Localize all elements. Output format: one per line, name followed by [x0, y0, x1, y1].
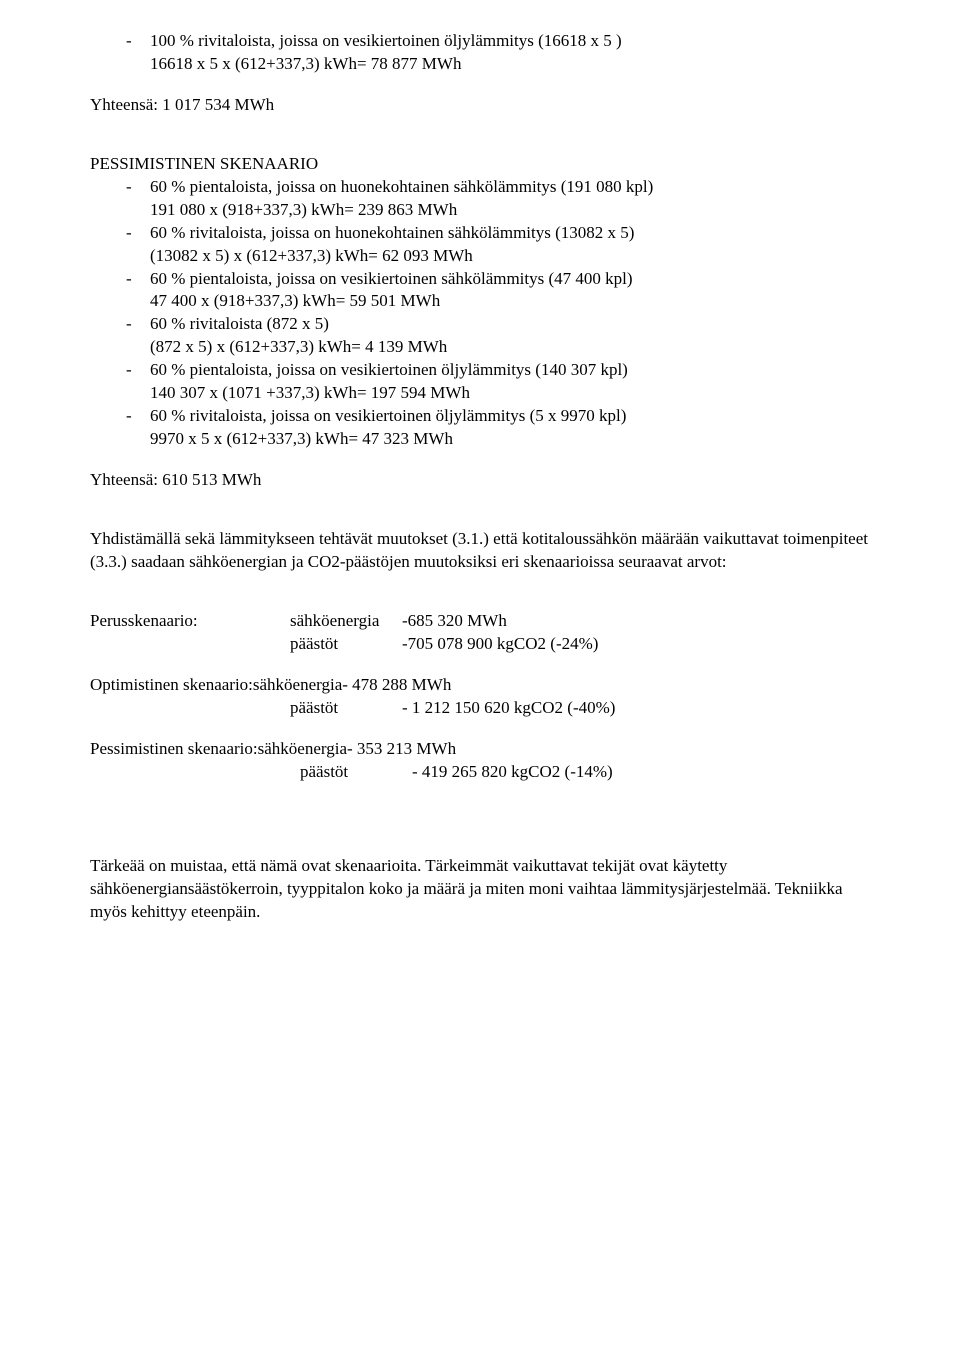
text: 140 307 x (1071 +337,3) kWh= 197 594 MWh: [150, 383, 470, 402]
text: 60 % rivitaloista, joissa on huonekohtai…: [150, 223, 634, 242]
pess-item4: 60 % rivitaloista (872 x 5) (872 x 5) x …: [126, 313, 870, 359]
text: 100 % rivitaloista, joissa on vesikierto…: [150, 31, 622, 50]
text: 60 % rivitaloista, joissa on vesikiertoi…: [150, 406, 626, 425]
text: 16618 x 5 x (612+337,3) kWh= 78 877 MWh: [150, 54, 461, 73]
text: sähköenergia: [253, 674, 342, 697]
text: sähköenergia: [258, 738, 347, 761]
pess-item6: 60 % rivitaloista, joissa on vesikiertoi…: [126, 405, 870, 451]
text: 47 400 x (918+337,3) kWh= 59 501 MWh: [150, 291, 440, 310]
pess-item2: 60 % rivitaloista, joissa on huonekohtai…: [126, 222, 870, 268]
summary-paragraph: Yhdistämällä sekä lämmitykseen tehtävät …: [90, 528, 870, 574]
text: päästöt: [300, 761, 412, 784]
pess-list: 60 % pientaloista, joissa on huonekohtai…: [90, 176, 870, 451]
scen-opt: Optimistinen skenaario: sähköenergia - 4…: [90, 674, 870, 720]
scen-opt-label: Optimistinen skenaario:: [90, 674, 253, 697]
text: 60 % pientaloista, joissa on huonekohtai…: [150, 177, 653, 196]
text: -685 320 MWh: [402, 610, 507, 633]
text: - 478 288 MWh: [342, 674, 451, 697]
pess-item5: 60 % pientaloista, joissa on vesikiertoi…: [126, 359, 870, 405]
text: -705 078 900 kgCO2 (-24%): [402, 633, 598, 656]
top-sum: Yhteensä: 1 017 534 MWh: [90, 94, 870, 117]
scen-perus: Perusskenaario: sähköenergia -685 320 MW…: [90, 610, 870, 656]
text: päästöt: [290, 633, 402, 656]
top-list: 100 % rivitaloista, joissa on vesikierto…: [90, 30, 870, 76]
closing-paragraph: Tärkeää on muistaa, että nämä ovat skena…: [90, 855, 870, 924]
text: - 353 213 MWh: [347, 738, 456, 761]
pess-item3: 60 % pientaloista, joissa on vesikiertoi…: [126, 268, 870, 314]
text: 9970 x 5 x (612+337,3) kWh= 47 323 MWh: [150, 429, 453, 448]
text: 60 % pientaloista, joissa on vesikiertoi…: [150, 269, 633, 288]
text: päästöt: [290, 697, 402, 720]
text: - 419 265 820 kgCO2 (-14%): [412, 761, 613, 784]
top-item1: 100 % rivitaloista, joissa on vesikierto…: [126, 30, 870, 76]
scen-perus-label: Perusskenaario:: [90, 610, 290, 656]
text: 191 080 x (918+337,3) kWh= 239 863 MWh: [150, 200, 457, 219]
text: sähköenergia: [290, 610, 402, 633]
text: 60 % pientaloista, joissa on vesikiertoi…: [150, 360, 628, 379]
pess-title: PESSIMISTINEN SKENAARIO: [90, 153, 870, 176]
scen-perus-values: sähköenergia -685 320 MWh päästöt -705 0…: [290, 610, 870, 656]
text: 60 % rivitaloista (872 x 5): [150, 314, 329, 333]
text: (872 x 5) x (612+337,3) kWh= 4 139 MWh: [150, 337, 447, 356]
scen-pes: Pessimistinen skenaario: sähköenergia - …: [90, 738, 870, 784]
text: (13082 x 5) x (612+337,3) kWh= 62 093 MW…: [150, 246, 473, 265]
pess-item1: 60 % pientaloista, joissa on huonekohtai…: [126, 176, 870, 222]
pess-sum: Yhteensä: 610 513 MWh: [90, 469, 870, 492]
text: - 1 212 150 620 kgCO2 (-40%): [402, 697, 615, 720]
scen-pes-label: Pessimistinen skenaario:: [90, 738, 258, 761]
